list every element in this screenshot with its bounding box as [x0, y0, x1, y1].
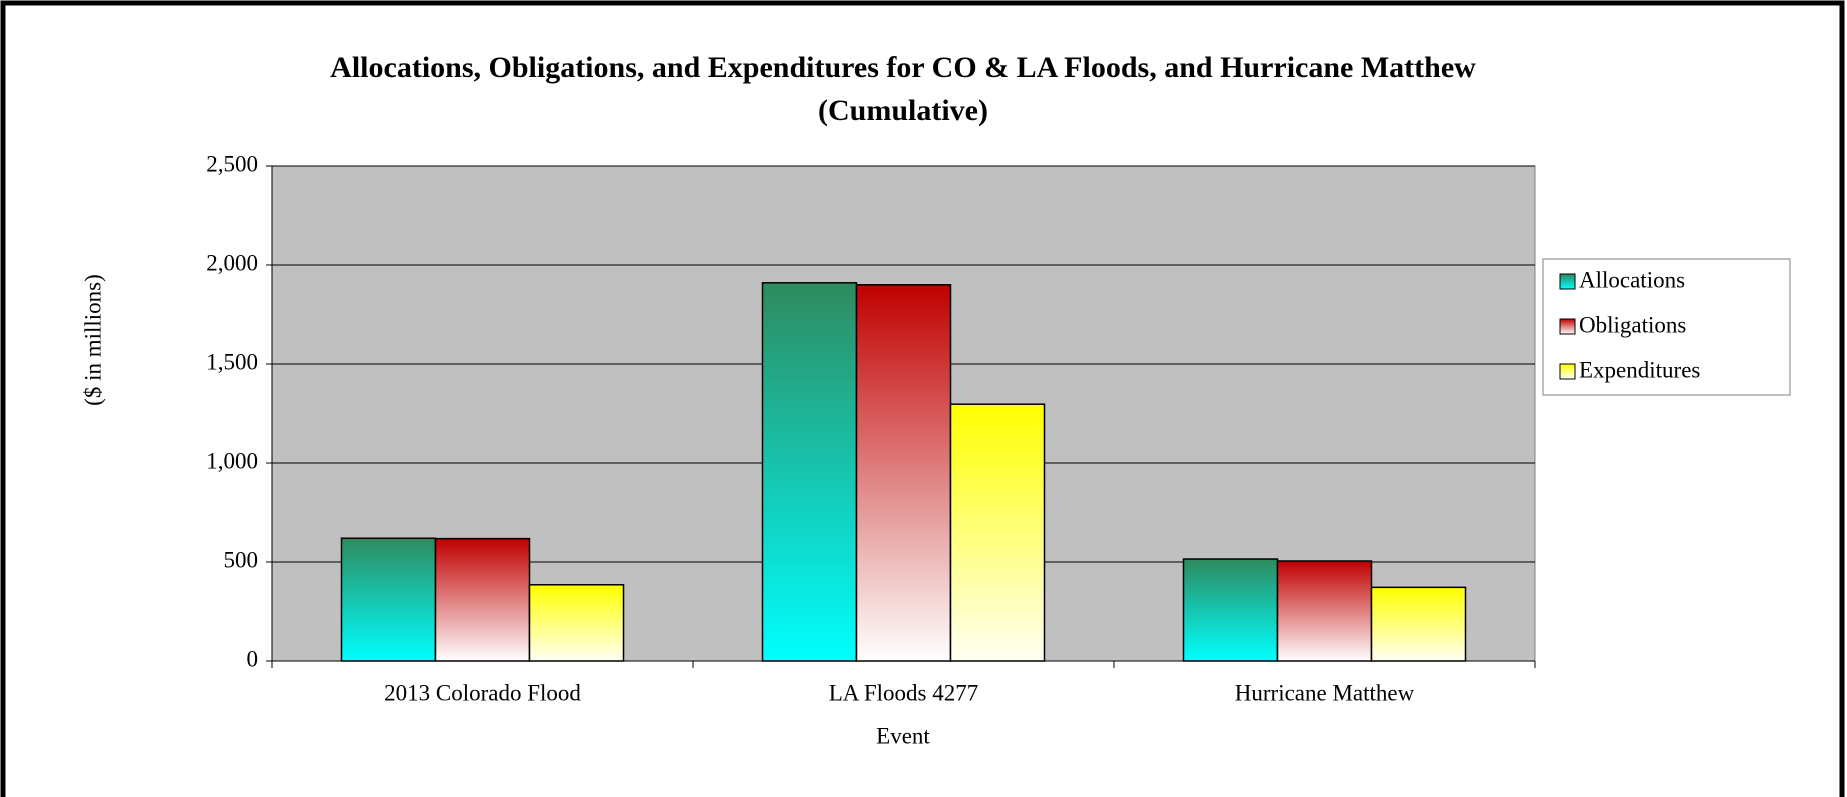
bar — [1182, 558, 1279, 662]
x-tick-label: LA Floods 4277 — [829, 680, 979, 705]
bar — [1276, 560, 1373, 662]
bar — [855, 284, 952, 662]
legend-label: Allocations — [1579, 267, 1685, 292]
legend-box — [1542, 258, 1791, 396]
chart-subtitle: (Cumulative) — [818, 94, 988, 127]
y-tick-label: 1,500 — [206, 349, 258, 374]
y-tick-label: 2,000 — [206, 250, 258, 275]
bar — [761, 282, 858, 662]
y-tick-label: 1,000 — [206, 448, 258, 473]
legend-swatch — [1559, 363, 1576, 380]
x-tick-label: 2013 Colorado Flood — [384, 680, 581, 705]
legend-swatch — [1559, 318, 1576, 335]
bar — [434, 537, 531, 662]
x-axis-label: Event — [876, 723, 930, 748]
y-tick-label: 0 — [247, 646, 259, 671]
y-axis-label: ($ in millions) — [80, 274, 105, 406]
y-tick-label: 500 — [224, 547, 259, 572]
bar — [528, 584, 625, 662]
y-tick-label: 2,500 — [206, 151, 258, 176]
bar — [340, 537, 437, 662]
bar — [949, 403, 1046, 662]
legend-label: Obligations — [1579, 312, 1686, 337]
legend-label: Expenditures — [1579, 357, 1700, 382]
chart-title: Allocations, Obligations, and Expenditur… — [330, 51, 1476, 84]
legend-swatch — [1559, 273, 1576, 290]
x-tick-label: Hurricane Matthew — [1235, 680, 1415, 705]
bar — [1370, 586, 1467, 662]
